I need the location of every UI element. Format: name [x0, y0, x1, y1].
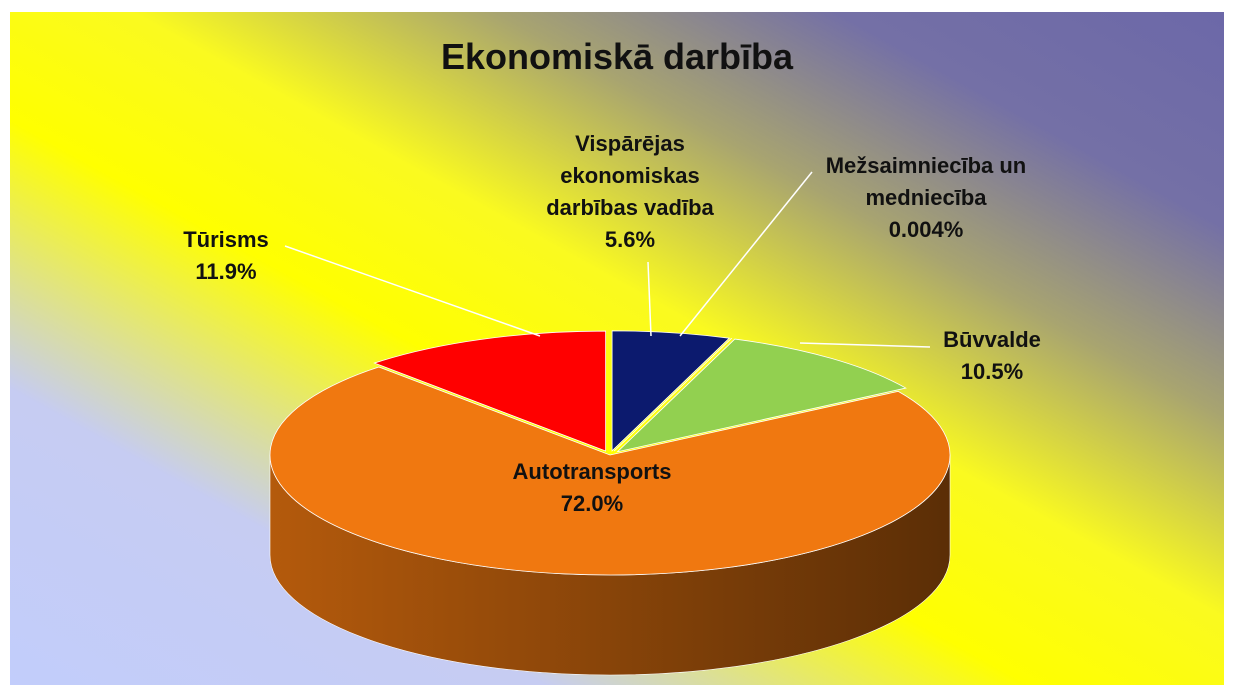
slice — [616, 338, 907, 453]
label-value: 10.5% — [960, 358, 1024, 384]
data-label: Vispārējas ekonomiskas darbības vadība 5.… — [525, 128, 735, 256]
data-label: Tūrisms 11.9% — [146, 224, 306, 288]
slice — [611, 330, 731, 452]
data-label: Mežsaimniecība un medniecība 0.004% — [811, 150, 1041, 246]
label-value: 5.6% — [604, 226, 656, 252]
chart-title: Ekonomiskā darbība — [440, 36, 794, 77]
label-name: Tūrisms — [183, 227, 269, 252]
label-name: Būvvalde — [943, 327, 1041, 352]
leader-line — [647, 261, 652, 337]
label-value: 72.0% — [560, 490, 624, 516]
label-name: Autotransports — [512, 459, 672, 484]
label-name: Mežsaimniecība un medniecība — [825, 153, 1027, 210]
data-label: Autotransports 72.0% — [472, 456, 712, 520]
leader-line — [679, 171, 813, 337]
label-value: 11.9% — [195, 258, 257, 284]
data-label: Būvvalde 10.5% — [922, 324, 1062, 388]
slice — [269, 366, 951, 576]
leader-line — [799, 342, 931, 348]
label-value: 0.004% — [888, 216, 964, 242]
label-name: Vispārējas ekonomiskas darbības vadība — [546, 131, 714, 220]
slice — [613, 337, 733, 452]
leader-line — [284, 245, 541, 337]
slice — [373, 330, 607, 452]
